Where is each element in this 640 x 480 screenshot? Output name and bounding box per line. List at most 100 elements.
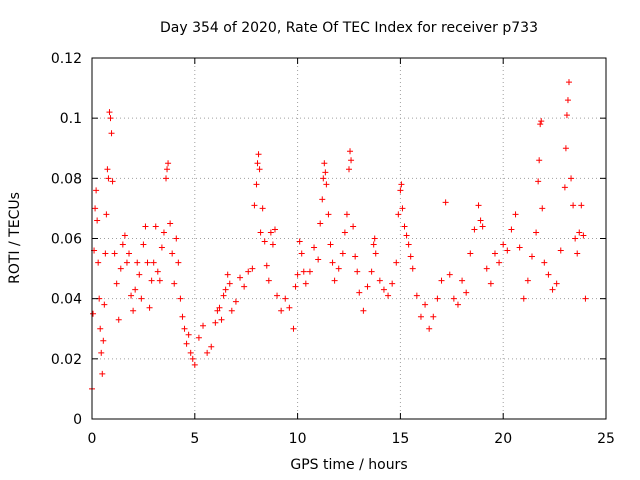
- data-point: [261, 238, 268, 245]
- data-point: [395, 211, 402, 218]
- data-point: [200, 322, 207, 329]
- data-point: [352, 253, 359, 260]
- x-tick-label: 20: [494, 431, 512, 447]
- data-point: [191, 361, 198, 368]
- data-point: [329, 259, 336, 266]
- data-point: [327, 241, 334, 248]
- data-point: [578, 202, 585, 209]
- data-point: [189, 355, 196, 362]
- y-tick-label: 0.06: [51, 232, 82, 248]
- data-point: [278, 307, 285, 314]
- data-point: [224, 271, 231, 278]
- data-point: [430, 313, 437, 320]
- x-axis-label: GPS time / hours: [290, 457, 407, 473]
- data-point: [580, 232, 587, 239]
- x-tick-label: 0: [88, 431, 97, 447]
- data-point: [541, 259, 548, 266]
- data-point: [348, 157, 355, 164]
- data-point: [265, 277, 272, 284]
- data-point: [148, 277, 155, 284]
- data-point: [99, 370, 106, 377]
- data-point: [179, 313, 186, 320]
- data-point: [222, 286, 229, 293]
- data-point: [282, 295, 289, 302]
- data-point: [319, 196, 326, 203]
- data-point: [171, 280, 178, 287]
- data-point: [101, 301, 108, 308]
- data-point: [212, 319, 219, 326]
- data-point: [409, 265, 416, 272]
- data-point: [331, 277, 338, 284]
- data-point: [557, 247, 564, 254]
- data-point: [568, 175, 575, 182]
- y-tick-label: 0.02: [51, 352, 82, 368]
- data-point: [535, 178, 542, 185]
- data-point: [508, 226, 515, 233]
- data-point: [385, 292, 392, 299]
- data-point: [467, 250, 474, 257]
- data-point: [398, 181, 405, 188]
- data-point: [426, 325, 433, 332]
- data-point: [290, 325, 297, 332]
- data-point: [317, 220, 324, 227]
- data-point: [132, 286, 139, 293]
- data-point: [102, 250, 109, 257]
- data-point: [226, 280, 233, 287]
- data-point: [389, 280, 396, 287]
- data-point: [228, 307, 235, 314]
- data-point: [356, 289, 363, 296]
- data-point: [256, 166, 263, 173]
- data-point: [259, 205, 266, 212]
- x-tick-label: 10: [289, 431, 307, 447]
- data-point: [450, 295, 457, 302]
- data-point: [195, 334, 202, 341]
- data-point: [370, 241, 377, 248]
- data-point: [512, 211, 519, 218]
- data-point: [204, 349, 211, 356]
- data-point: [422, 301, 429, 308]
- data-point: [130, 307, 137, 314]
- data-point: [434, 295, 441, 302]
- data-point: [537, 121, 544, 128]
- data-point: [475, 202, 482, 209]
- data-point: [549, 286, 556, 293]
- data-point: [403, 232, 410, 239]
- data-point: [140, 241, 147, 248]
- data-point: [216, 304, 223, 311]
- data-point: [158, 244, 165, 251]
- data-point: [487, 280, 494, 287]
- data-point: [572, 235, 579, 242]
- data-point: [119, 241, 126, 248]
- data-point: [459, 277, 466, 284]
- data-point: [562, 145, 569, 152]
- data-point: [156, 277, 163, 284]
- data-point: [253, 181, 260, 188]
- data-point: [245, 268, 252, 275]
- data-point: [320, 175, 327, 182]
- data-point: [93, 187, 100, 194]
- data-point: [183, 340, 190, 347]
- data-point: [92, 205, 99, 212]
- data-point: [255, 151, 262, 158]
- data-point: [504, 247, 511, 254]
- data-point: [163, 175, 170, 182]
- data-point: [536, 157, 543, 164]
- y-tick-label: 0.08: [51, 171, 82, 187]
- data-point: [271, 226, 278, 233]
- data-point: [298, 250, 305, 257]
- data-point: [257, 229, 264, 236]
- data-point: [296, 238, 303, 245]
- data-point: [574, 250, 581, 257]
- data-point: [401, 223, 408, 230]
- data-point: [237, 274, 244, 281]
- data-point: [100, 337, 107, 344]
- data-point: [483, 265, 490, 272]
- data-point: [372, 250, 379, 257]
- data-point: [97, 325, 104, 332]
- data-point: [254, 160, 261, 167]
- data-point: [405, 241, 412, 248]
- data-point: [496, 259, 503, 266]
- data-point: [249, 265, 256, 272]
- data-point: [263, 262, 270, 269]
